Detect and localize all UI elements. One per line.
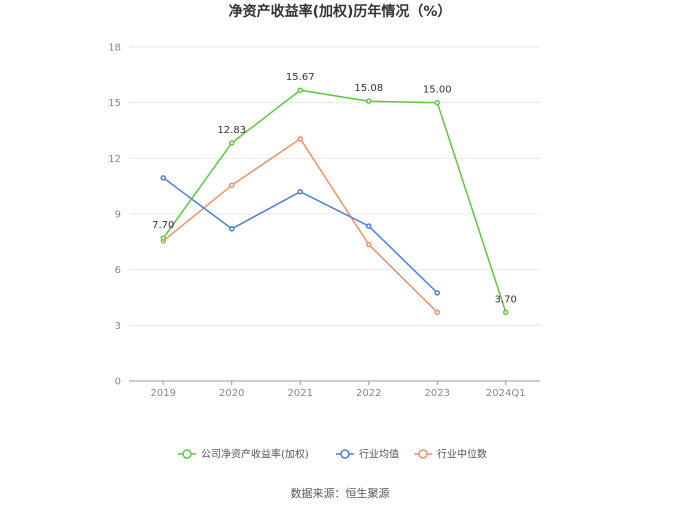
legend-marker xyxy=(340,449,350,459)
legend-label: 行业均值 xyxy=(359,448,399,461)
legend-marker xyxy=(182,449,192,459)
data-label: 15.08 xyxy=(354,83,383,94)
data-point[interactable] xyxy=(297,188,303,195)
data-point[interactable] xyxy=(366,241,372,248)
series-line xyxy=(162,137,438,313)
data-label: 3.70 xyxy=(495,294,517,305)
y-tick-label: 0 xyxy=(115,377,121,388)
data-point[interactable] xyxy=(434,290,440,296)
data-point[interactable] xyxy=(229,140,235,146)
data-point[interactable] xyxy=(229,182,235,188)
legend-item[interactable]: 行业中位数 xyxy=(414,448,487,461)
data-point[interactable] xyxy=(297,87,303,93)
data-label: 15.00 xyxy=(423,85,452,96)
data-label: 12.83 xyxy=(217,125,246,136)
chart-title: 净资产收益率(加权)历年情况（%） xyxy=(229,3,452,20)
data-point[interactable] xyxy=(297,136,303,142)
data-point[interactable] xyxy=(160,175,166,181)
x-tick-label: 2022 xyxy=(356,388,381,399)
x-tick-label: 2020 xyxy=(219,388,244,399)
series-line xyxy=(162,89,507,313)
series-lines xyxy=(162,89,507,313)
data-point[interactable] xyxy=(366,98,372,104)
source-note: 数据来源：恒生聚源 xyxy=(291,486,390,500)
x-tick-label: 2023 xyxy=(425,388,450,399)
data-point[interactable] xyxy=(160,235,166,241)
y-tick-label: 6 xyxy=(115,265,121,276)
legend-item[interactable]: 公司净资产收益率(加权) xyxy=(178,448,309,461)
y-tick-label: 9 xyxy=(115,210,121,221)
x-axis: 2019 2020 2021 2022 2023 2024Q1 xyxy=(129,380,540,399)
y-axis-ticks: 0 3 6 9 12 15 18 xyxy=(108,43,121,388)
data-point[interactable] xyxy=(434,309,440,316)
legend-label: 行业中位数 xyxy=(437,448,487,461)
x-tick-label: 2021 xyxy=(288,388,313,399)
y-tick-label: 15 xyxy=(108,98,121,109)
y-tick-label: 3 xyxy=(115,321,121,332)
data-label: 15.67 xyxy=(286,72,315,83)
series-points xyxy=(160,87,509,316)
y-tick-label: 12 xyxy=(108,154,121,165)
y-tick-label: 18 xyxy=(108,43,121,54)
data-point[interactable] xyxy=(229,226,235,232)
x-tick-label: 2019 xyxy=(151,388,176,399)
series-line xyxy=(162,177,438,294)
x-tick-label: 2024Q1 xyxy=(486,388,526,399)
data-labels: 7.70 12.83 15.67 15.08 15.00 3.70 xyxy=(152,72,517,305)
legend-marker xyxy=(418,449,428,459)
legend-item[interactable]: 行业均值 xyxy=(336,448,399,461)
data-label: 7.70 xyxy=(152,220,174,231)
legend[interactable]: 公司净资产收益率(加权) 行业均值 行业中位数 xyxy=(178,448,487,461)
data-point[interactable] xyxy=(503,309,509,316)
data-point[interactable] xyxy=(366,223,372,229)
data-point[interactable] xyxy=(434,99,440,106)
grid-lines xyxy=(129,46,540,326)
legend-label: 公司净资产收益率(加权) xyxy=(201,448,309,461)
